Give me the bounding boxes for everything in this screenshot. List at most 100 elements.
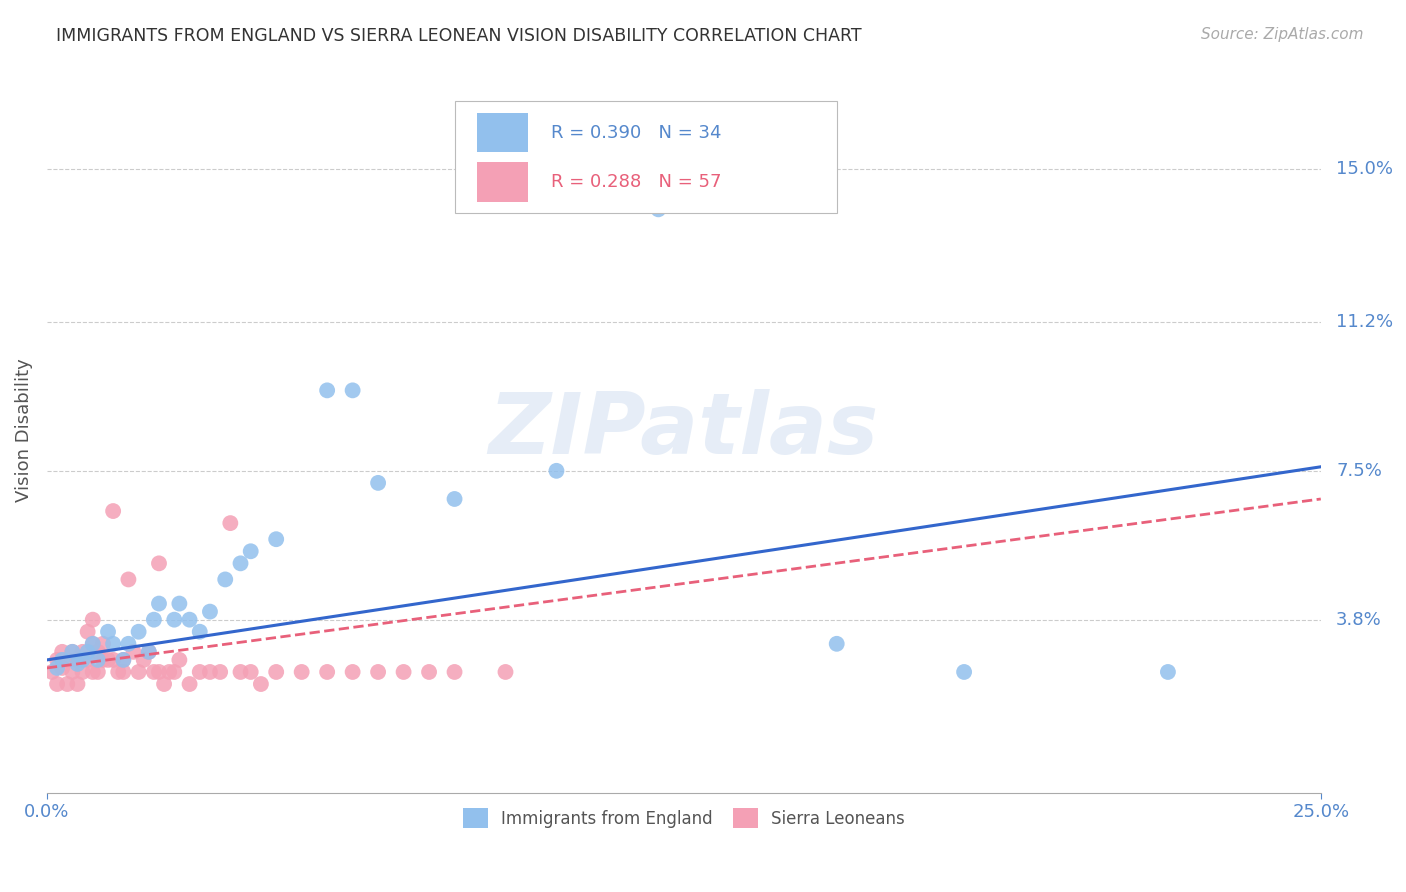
Point — [60, 645, 83, 659]
Point — [169, 653, 191, 667]
Text: R = 0.288   N = 57: R = 0.288 N = 57 — [551, 173, 721, 191]
Text: Source: ZipAtlas.com: Source: ZipAtlas.com — [1201, 27, 1364, 42]
Y-axis label: Vision Disability: Vision Disability — [15, 359, 32, 502]
Point — [56, 653, 79, 667]
Point — [209, 665, 232, 679]
Point — [51, 645, 73, 659]
FancyBboxPatch shape — [478, 112, 529, 153]
Point — [66, 677, 89, 691]
Point — [46, 661, 69, 675]
Text: 15.0%: 15.0% — [1336, 160, 1393, 178]
Point — [112, 665, 135, 679]
Point — [239, 544, 262, 558]
Point — [153, 677, 176, 691]
Point — [41, 665, 63, 679]
Point — [291, 665, 314, 679]
Point — [128, 665, 150, 679]
Point — [82, 637, 104, 651]
Point — [117, 573, 139, 587]
Point — [179, 677, 201, 691]
Point — [142, 613, 165, 627]
Point — [264, 665, 287, 679]
Point — [56, 677, 79, 691]
Point — [825, 637, 848, 651]
Point — [87, 653, 110, 667]
Point — [101, 653, 124, 667]
Point — [112, 653, 135, 667]
Point — [163, 613, 186, 627]
Point — [443, 491, 465, 506]
Point — [148, 597, 170, 611]
Point — [647, 202, 669, 217]
Point — [51, 661, 73, 675]
Point — [179, 613, 201, 627]
Point — [169, 597, 191, 611]
Point — [188, 665, 211, 679]
Point — [91, 637, 114, 651]
Point — [342, 665, 364, 679]
FancyBboxPatch shape — [478, 162, 529, 202]
Point — [51, 653, 73, 667]
Point — [418, 665, 440, 679]
Point — [87, 665, 110, 679]
Point — [76, 653, 98, 667]
Point — [87, 645, 110, 659]
Legend: Immigrants from England, Sierra Leoneans: Immigrants from England, Sierra Leoneans — [456, 801, 911, 835]
Text: 7.5%: 7.5% — [1336, 462, 1382, 480]
Point — [97, 624, 120, 639]
Point — [138, 645, 160, 659]
Point — [66, 653, 89, 667]
Point — [495, 665, 517, 679]
Point — [101, 637, 124, 651]
Point — [367, 475, 389, 490]
Point — [132, 653, 155, 667]
Point — [953, 665, 976, 679]
Point — [142, 665, 165, 679]
Text: R = 0.390   N = 34: R = 0.390 N = 34 — [551, 123, 721, 142]
Point — [101, 504, 124, 518]
Point — [198, 605, 221, 619]
Point — [316, 384, 339, 398]
Text: ZIPatlas: ZIPatlas — [489, 389, 879, 472]
Point — [72, 645, 94, 659]
Point — [91, 653, 114, 667]
Point — [112, 653, 135, 667]
Point — [60, 665, 83, 679]
Point — [46, 677, 69, 691]
Text: IMMIGRANTS FROM ENGLAND VS SIERRA LEONEAN VISION DISABILITY CORRELATION CHART: IMMIGRANTS FROM ENGLAND VS SIERRA LEONEA… — [56, 27, 862, 45]
Point — [443, 665, 465, 679]
Point — [342, 384, 364, 398]
Point — [239, 665, 262, 679]
Point — [1157, 665, 1180, 679]
Point — [148, 557, 170, 571]
Point — [107, 665, 129, 679]
Point — [117, 637, 139, 651]
Point — [229, 665, 252, 679]
Point — [72, 665, 94, 679]
Point — [546, 464, 568, 478]
Point — [264, 532, 287, 546]
Point — [188, 624, 211, 639]
Point — [122, 645, 145, 659]
Point — [76, 645, 98, 659]
Point — [214, 573, 236, 587]
Point — [392, 665, 415, 679]
Point — [46, 653, 69, 667]
Point — [219, 516, 242, 530]
Text: 3.8%: 3.8% — [1336, 611, 1382, 629]
Point — [82, 665, 104, 679]
Point — [163, 665, 186, 679]
Point — [66, 657, 89, 671]
Point — [138, 645, 160, 659]
Point — [229, 557, 252, 571]
FancyBboxPatch shape — [454, 101, 837, 213]
Point — [82, 637, 104, 651]
Text: 11.2%: 11.2% — [1336, 313, 1393, 331]
Point — [82, 613, 104, 627]
Point — [148, 665, 170, 679]
Point — [198, 665, 221, 679]
Point — [128, 624, 150, 639]
Point — [367, 665, 389, 679]
Point — [250, 677, 273, 691]
Point — [60, 645, 83, 659]
